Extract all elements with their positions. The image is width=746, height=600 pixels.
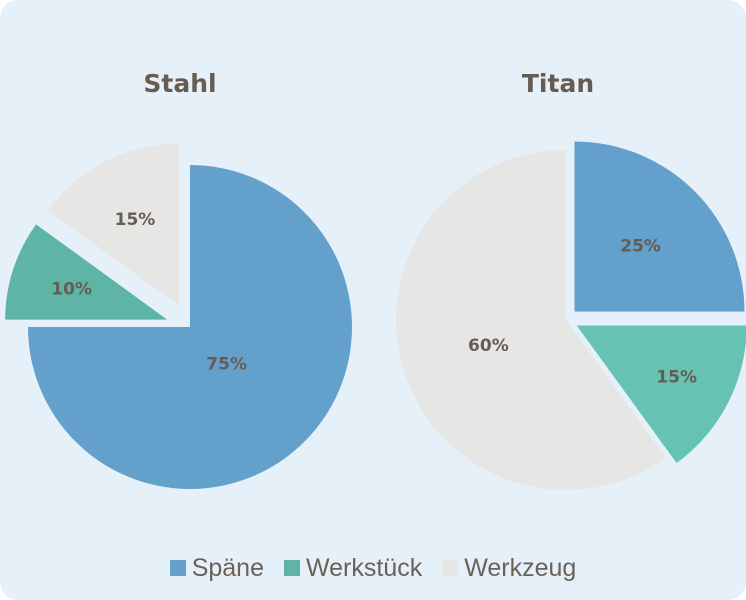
chart-title-stahl: Stahl xyxy=(143,69,216,98)
data-label-stahl-werkstueck: 10% xyxy=(51,280,92,300)
legend-swatch-werkzeug xyxy=(442,560,459,576)
pie-slice-stahl-spaene xyxy=(28,165,352,489)
legend: Späne Werkstück Werkzeug xyxy=(0,548,746,588)
pie-slice-titan-werkstueck xyxy=(576,325,746,463)
data-label-stahl-spaene: 75% xyxy=(206,355,247,375)
chart-title-titan: Titan xyxy=(522,69,594,98)
legend-item-werkzeug: Werkzeug xyxy=(442,554,576,583)
legend-item-spaene: Späne xyxy=(169,553,264,583)
pie-slice-titan-werkzeug xyxy=(396,150,666,490)
pie-slice-titan-spaene xyxy=(574,141,745,312)
legend-item-werkstueck: Werkstück xyxy=(283,553,423,583)
pie-slice-stahl-werkstueck xyxy=(5,224,168,320)
data-label-titan-werkstueck: 15% xyxy=(656,367,697,387)
pie-titan: 25% 15% 60% xyxy=(396,141,746,490)
pie-slice-stahl-werkzeug xyxy=(48,143,180,306)
data-label-stahl-werkzeug: 15% xyxy=(115,210,156,230)
legend-swatch-spaene xyxy=(169,560,186,576)
data-label-titan-spaene: 25% xyxy=(620,236,661,256)
legend-swatch-werkstueck xyxy=(283,560,300,576)
pie-stahl: 75% 10% 15% xyxy=(5,143,352,489)
legend-label-spaene: Späne xyxy=(191,553,264,582)
legend-label-werkzeug: Werkzeug xyxy=(464,553,577,582)
legend-label-werkstueck: Werkstück xyxy=(305,553,423,582)
data-label-titan-werkzeug: 60% xyxy=(468,336,509,356)
